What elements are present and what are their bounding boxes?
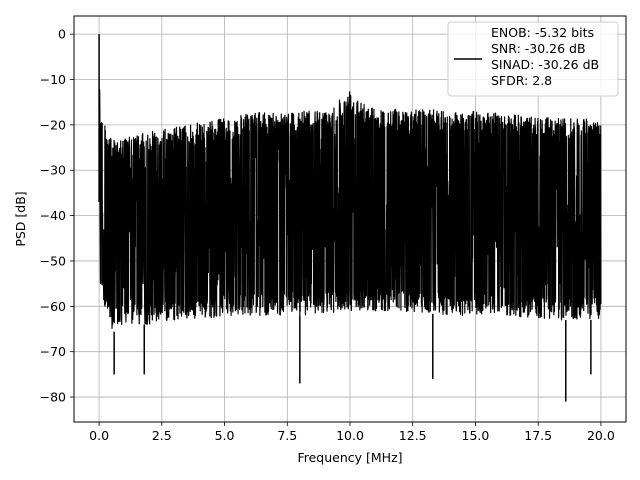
y-axis-ticks: 0 −10 −20 −30 −40 −50 −60 −70 −80 [40, 27, 74, 405]
psd-trace [98, 89, 602, 330]
x-tick-label: 10.0 [336, 428, 364, 443]
psd-trace-group [98, 34, 602, 402]
y-tick-label: −80 [40, 390, 66, 405]
x-tick-label: 5.0 [215, 428, 235, 443]
psd-series [98, 34, 602, 402]
x-axis-label: Frequency [MHz] [297, 450, 402, 465]
y-tick-label: −20 [40, 117, 66, 132]
x-tick-label: 7.5 [277, 428, 297, 443]
y-tick-label: −30 [40, 163, 66, 178]
legend-snr: SNR: -30.26 dB [491, 41, 586, 56]
y-tick-label: −60 [40, 299, 66, 314]
legend-enob: ENOB: -5.32 bits [491, 25, 594, 40]
x-tick-label: 12.5 [399, 428, 427, 443]
y-axis-label: PSD [dB] [13, 191, 28, 246]
x-tick-label: 2.5 [152, 428, 172, 443]
x-tick-label: 20.0 [587, 428, 615, 443]
legend-box [447, 21, 619, 97]
x-tick-label: 0.0 [89, 428, 109, 443]
legend-sfdr: SFDR: 2.8 [491, 73, 552, 88]
y-tick-label: 0 [58, 27, 66, 42]
y-tick-label: −70 [40, 344, 66, 359]
legend: ENOB: -5.32 bits SNR: -30.26 dB SINAD: -… [447, 21, 619, 97]
y-tick-label: −50 [40, 253, 66, 268]
y-tick-label: −40 [40, 208, 66, 223]
legend-sinad: SINAD: -30.26 dB [491, 57, 599, 72]
x-axis-ticks: 0.0 2.5 5.0 7.5 10.0 12.5 15.0 17.5 20.0 [89, 422, 615, 443]
x-tick-label: 17.5 [524, 428, 552, 443]
x-tick-label: 15.0 [462, 428, 490, 443]
y-tick-label: −10 [40, 72, 66, 87]
